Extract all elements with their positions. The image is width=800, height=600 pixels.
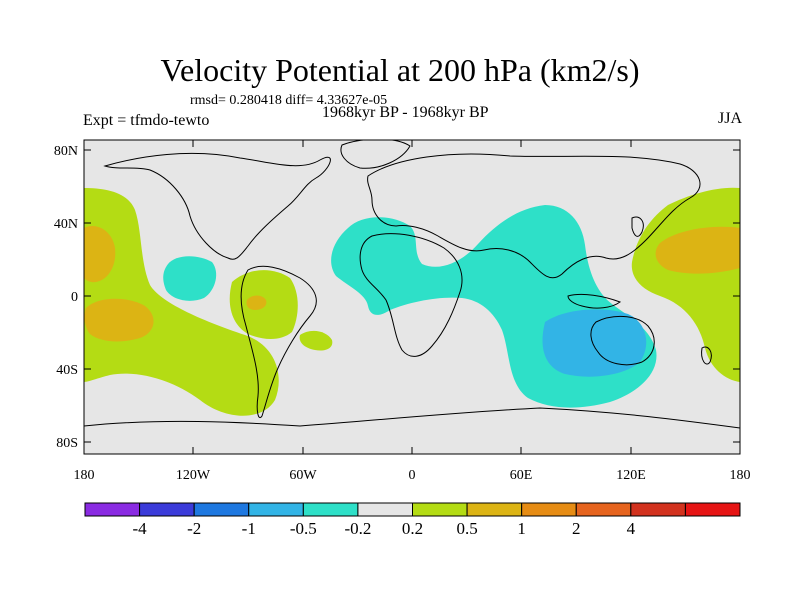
- colorbar-label: 0.2: [401, 519, 424, 538]
- contour-core-pacific-west-south: [84, 298, 154, 342]
- colorbar-label: 4: [626, 519, 636, 538]
- lon-label-60w: 60W: [289, 468, 317, 483]
- experiment-label: Expt = tfmdo-tewto: [83, 112, 210, 129]
- season-label: JJA: [717, 110, 742, 127]
- colorbar-label: 0.5: [456, 519, 478, 538]
- colorbar-label: -1: [241, 519, 256, 538]
- colorbar-swatch: [139, 502, 195, 517]
- period-label: 1968kyr BP - 1968kyr BP: [322, 104, 489, 121]
- colorbar-swatch: [521, 502, 577, 517]
- colorbar-swatch: [412, 502, 468, 517]
- colorbar: [84, 502, 741, 517]
- colorbar-label: 1: [517, 519, 526, 538]
- lon-label-60e: 60E: [510, 468, 533, 483]
- contour-core-indian-ocean: [542, 309, 647, 377]
- lat-ticks: [84, 149, 740, 443]
- lon-ticks: [83, 140, 741, 454]
- lat-label-80s: 80S: [56, 436, 78, 451]
- lat-label-40s: 40S: [56, 363, 78, 378]
- contour-core-pacific-east: [655, 226, 740, 274]
- colorbar-swatch: [84, 502, 141, 517]
- colorbar-swatch: [302, 502, 359, 517]
- lat-label-80n: 80N: [54, 144, 78, 159]
- stats-text: rmsd= 0.280418 diff= 4.33627e-05: [190, 93, 388, 108]
- colorbar-label: -0.5: [289, 519, 317, 538]
- lon-label-180e: 180: [730, 468, 751, 483]
- colorbar-swatch: [357, 502, 413, 517]
- colorbar-label: 2: [572, 519, 581, 538]
- lon-label-0: 0: [409, 468, 416, 483]
- coastlines: [84, 140, 740, 429]
- map-title: Velocity Potential at 200 hPa (km2/s): [160, 52, 640, 88]
- lat-label-0: 0: [71, 290, 78, 305]
- lon-label-180w: 180: [74, 468, 95, 483]
- colorbar-swatch: [466, 502, 523, 517]
- contour-core-south-america: [246, 295, 267, 310]
- colorbar-swatch: [630, 502, 686, 517]
- colorbar-swatch: [684, 502, 741, 517]
- lat-label-40n: 40N: [54, 217, 78, 232]
- colorbar-swatch: [248, 502, 304, 517]
- lon-label-120w: 120W: [176, 468, 211, 483]
- colorbar-label: -0.2: [344, 519, 372, 538]
- contour-core-pacific-west-north: [84, 226, 116, 283]
- contour-negative-east-pacific: [163, 256, 217, 301]
- colorbar-label: -2: [187, 519, 202, 538]
- colorbar-swatch: [193, 502, 250, 517]
- colorbar-swatch: [575, 502, 632, 517]
- lon-label-120e: 120E: [616, 468, 646, 483]
- contour-positive-pacific-west: [84, 188, 279, 416]
- contour-positive-south-atlantic: [299, 330, 333, 351]
- colorbar-label: -4: [132, 519, 147, 538]
